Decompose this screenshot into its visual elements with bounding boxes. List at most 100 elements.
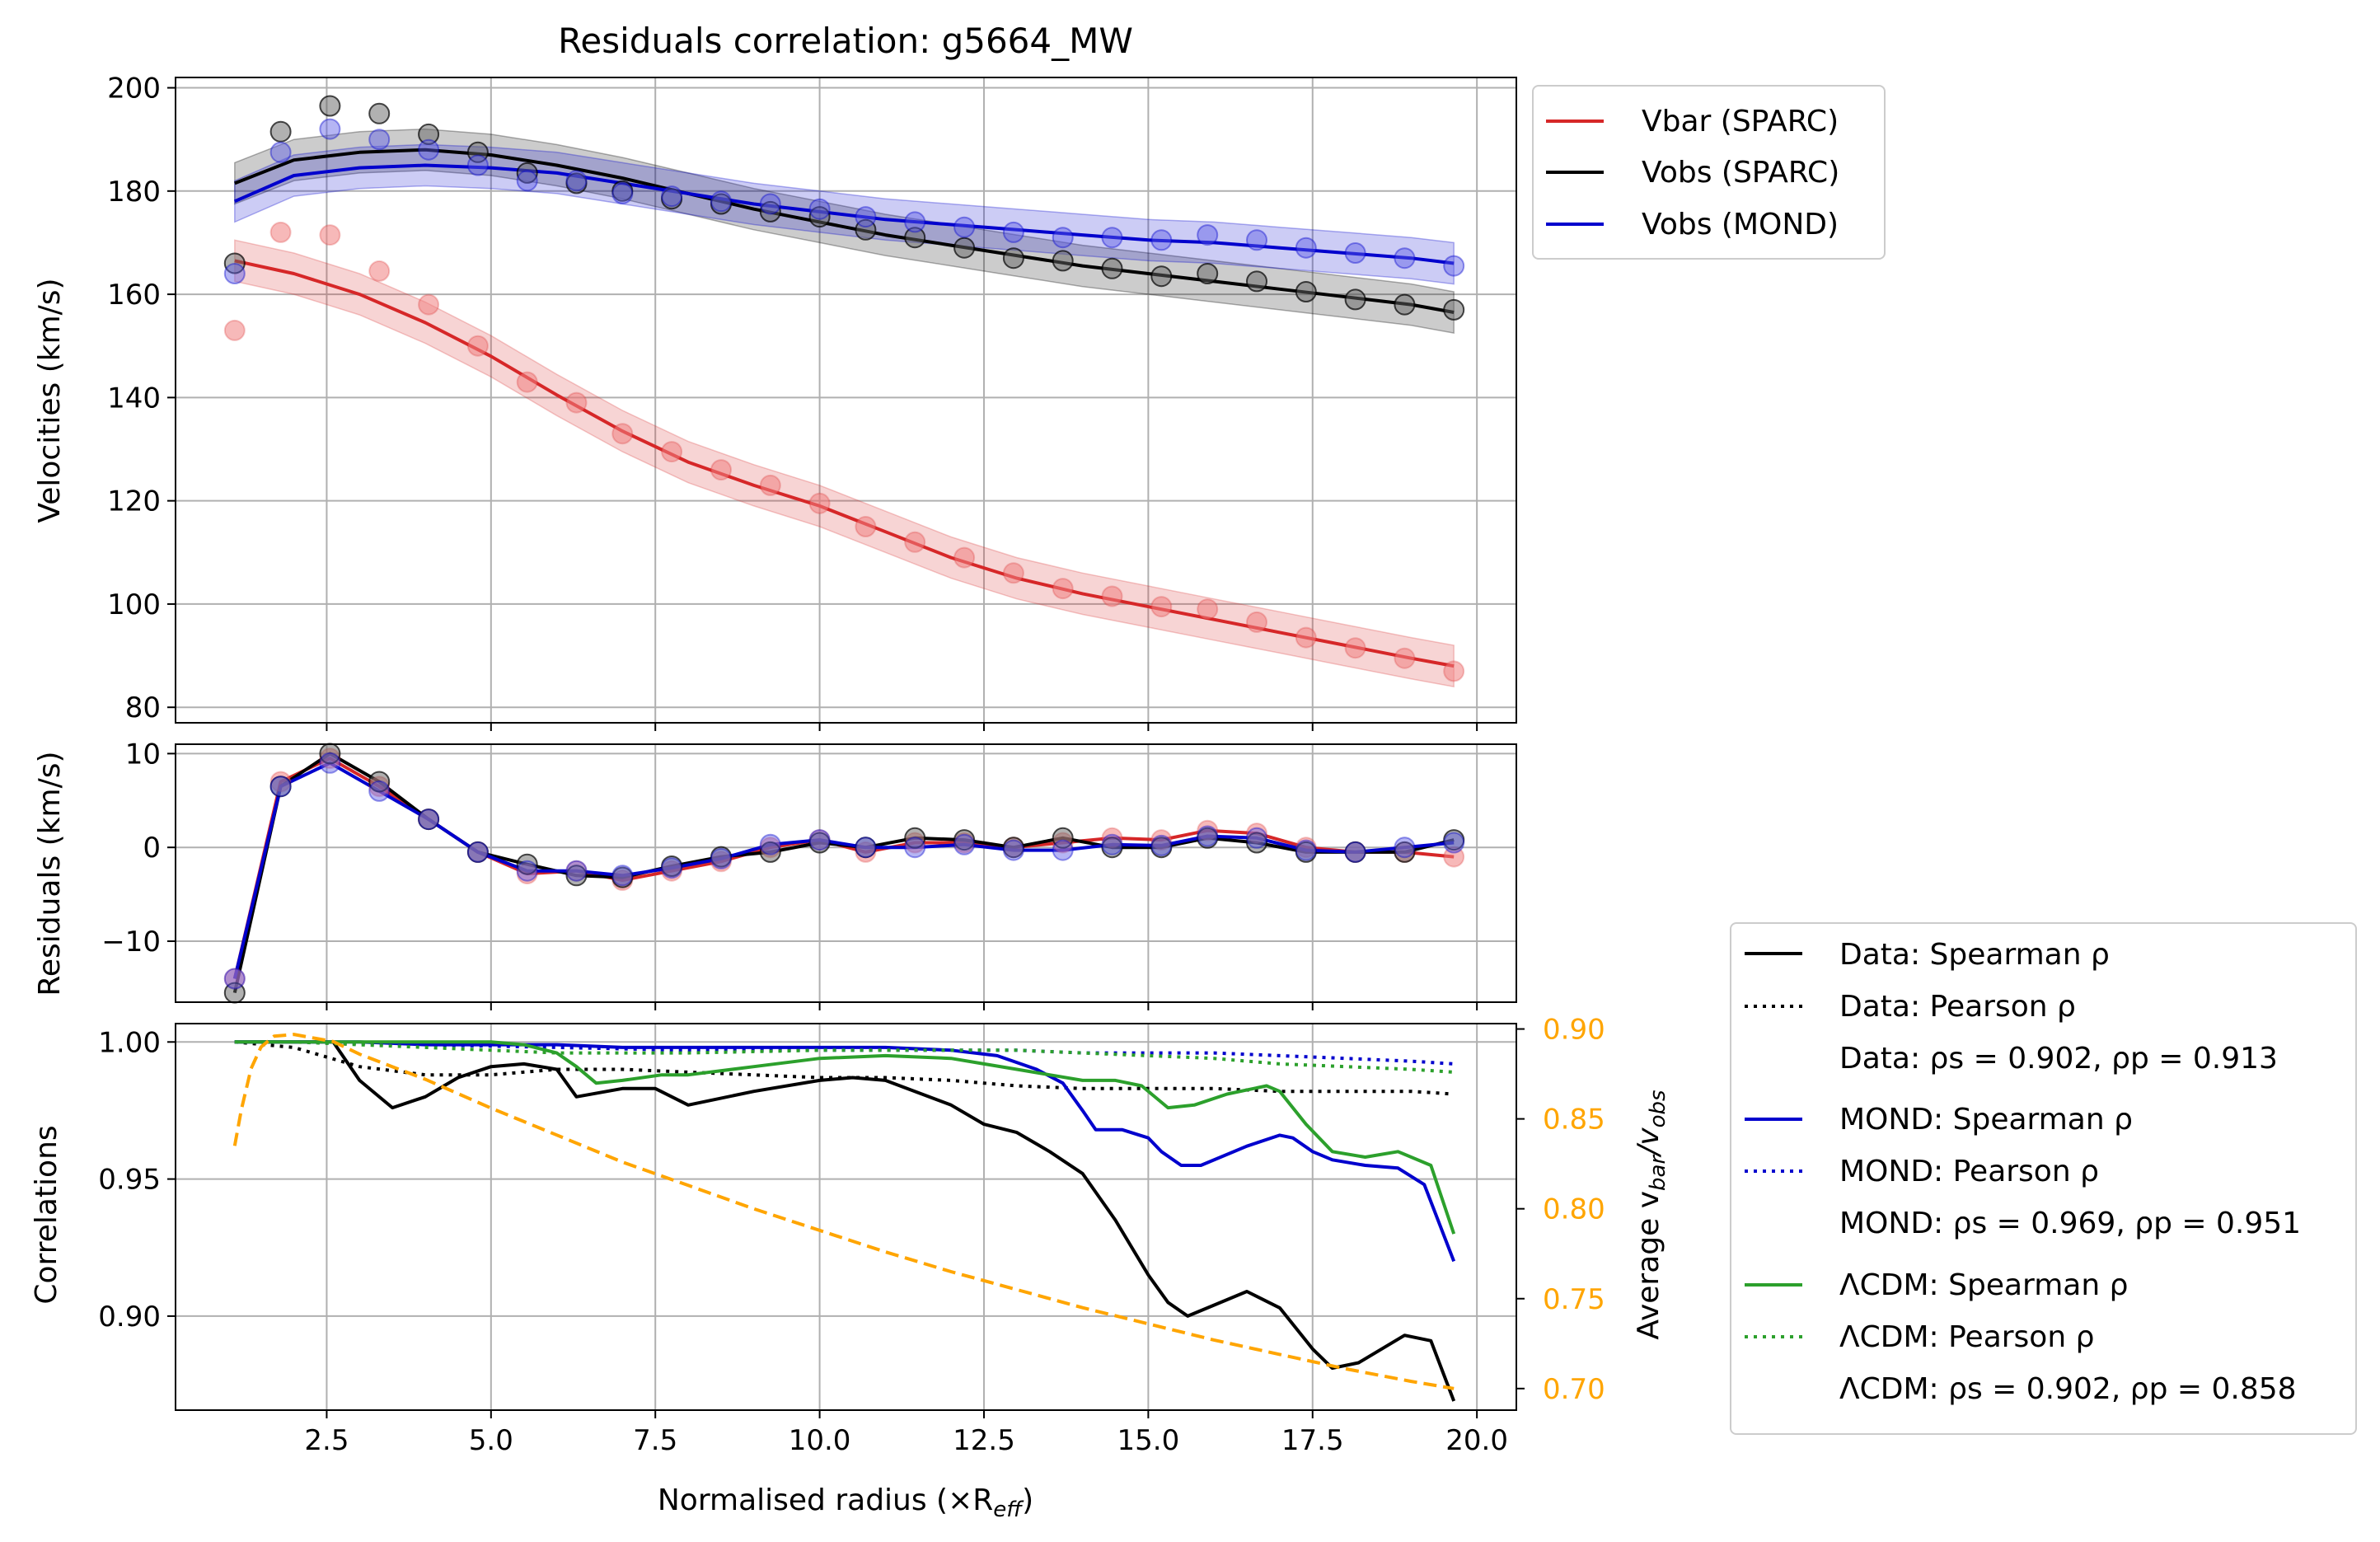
vobs-residual-point	[904, 827, 926, 849]
vobs-residual-point	[1443, 829, 1465, 851]
lcdm-pearson-line	[234, 1040, 1455, 1074]
mond-residual-point	[1197, 825, 1219, 847]
vobs-residual-point	[1002, 837, 1024, 859]
mond-residual-point	[611, 865, 634, 887]
vobs-data-point	[418, 123, 440, 145]
vobs-data-point	[368, 102, 391, 124]
vobs-residual-point	[1246, 832, 1267, 854]
correlations-panel: 0.90 0.95 1.00 0.70 0.75 0.80 0.85 0.90 2.5 5.0…	[30, 1014, 1670, 1522]
vbar-data-point	[855, 516, 877, 537]
correlations-y2tick-label-0: 0.70	[1543, 1373, 1605, 1406]
vobs-data-point	[1052, 250, 1074, 272]
vbar-data-point	[1101, 585, 1123, 607]
vobs-residual-point	[953, 829, 976, 851]
vobs-data-point	[953, 237, 976, 259]
mond-data-point	[759, 193, 781, 215]
mond-residual-point	[466, 841, 489, 863]
velocities-ytick-label-3: 140	[107, 382, 161, 415]
legend-label-data-spearman: Data: Spearman ρ	[1839, 938, 2110, 972]
legend-label-mond-spearman: MOND: Spearman ρ	[1839, 1103, 2133, 1137]
mond-data-point	[516, 170, 538, 192]
vobs-data-point	[1295, 281, 1317, 302]
vobs-data-point	[319, 95, 341, 117]
vobs-residual-point	[1394, 841, 1416, 863]
velocities-points	[223, 95, 1465, 682]
mond-data-point	[319, 118, 341, 140]
vobs-residual-point	[661, 855, 683, 877]
x-axis-label: Normalised radius (×Reff)	[658, 1483, 1033, 1522]
mond-data-point	[1002, 221, 1024, 243]
vobs-data-point	[904, 227, 926, 249]
mond-data-point	[1150, 229, 1173, 251]
vobs-residual-point	[1052, 827, 1074, 849]
correlations-y2tick-label-4: 0.90	[1543, 1014, 1605, 1047]
mond-data-point	[466, 154, 489, 176]
vobs-fit-line	[234, 148, 1455, 314]
vbar-data-point	[904, 531, 926, 553]
mond-residual-point	[953, 833, 976, 855]
chart-title: Residuals correlation: g5664_MW	[558, 21, 1133, 61]
vbar-data-point	[710, 459, 732, 481]
legend-label-mond-stats: MOND: ρs = 0.969, ρp = 0.951	[1839, 1207, 2301, 1240]
legend-label-mond: Vobs (MOND)	[1642, 208, 1839, 241]
vbar-data-point	[418, 293, 440, 316]
vobs-data-point	[1101, 257, 1123, 279]
mond-residual-point	[808, 829, 831, 851]
vbar-data-point	[1394, 647, 1416, 669]
average-ratio-y2-label: Average vbar/vobs	[1632, 1090, 1670, 1339]
residuals-points	[223, 743, 1465, 1004]
mond-data-point	[855, 206, 877, 228]
vobs-residual-point	[269, 776, 292, 798]
vbar-data-point	[1246, 611, 1267, 633]
vobs-data-point	[223, 252, 246, 274]
lcdm-spearman-line	[234, 1040, 1456, 1235]
mond-residual-point	[661, 857, 683, 879]
vobs-residual-point	[466, 841, 489, 863]
mond-data-point	[269, 141, 292, 163]
vobs-residual-point	[710, 846, 732, 868]
mond-residual-point	[1246, 827, 1267, 849]
velocities-y-ticks: 80 100 120 140 160 180 200	[107, 73, 176, 724]
mond-data-point	[565, 170, 588, 192]
vobs-data-point	[611, 180, 634, 202]
residuals-ytick-label-2: 10	[125, 738, 161, 771]
velocities-panel: 80 100 120 140 160 180 200 Velocities (km/s)	[33, 73, 1517, 731]
vobs-residual-point	[1197, 827, 1219, 849]
correlations-y2tick-label-1: 0.75	[1543, 1283, 1605, 1316]
x-tick-label-7-5: 7.5	[633, 1424, 677, 1457]
vobs-data-point	[466, 141, 489, 163]
vbar-data-point	[319, 224, 341, 246]
correlations-axes-frame	[175, 1023, 1517, 1411]
vobs-data-point	[269, 120, 292, 143]
correlations-ytick-label-0: 0.90	[98, 1301, 161, 1333]
vobs-data-point	[710, 193, 732, 215]
vobs-data-point	[1246, 270, 1267, 293]
vobs-data-point	[759, 200, 781, 223]
mond-data-point	[1394, 247, 1416, 269]
correlations-y2tick-label-2: 0.80	[1543, 1193, 1605, 1226]
vobs-residual-point	[1344, 841, 1366, 863]
velocities-legend-frame	[1532, 85, 1886, 260]
correlations-ytick-label-1: 0.95	[98, 1164, 161, 1197]
correlations-y-label: Correlations	[30, 1125, 63, 1304]
vbar-data-point	[565, 391, 588, 414]
correlations-legend: Data: Spearman ρ Data: Pearson ρ Data: ρ…	[1730, 922, 2357, 1435]
legend-label-data-stats: Data: ρs = 0.902, ρp = 0.913	[1839, 1042, 2278, 1076]
vbar-data-point	[516, 371, 538, 393]
x-tick-label-5-0: 5.0	[469, 1424, 513, 1457]
correlations-grid	[176, 1024, 1516, 1410]
velocities-ytick-label-4: 160	[107, 279, 161, 312]
vobs-data-point	[516, 162, 538, 184]
correlations-legend-frame	[1730, 922, 2357, 1435]
mond-data-point	[661, 185, 683, 208]
vobs-data-point	[1394, 293, 1416, 316]
vbar-data-point	[1002, 562, 1024, 584]
vobs-data-point	[565, 172, 588, 195]
mond-data-point	[953, 216, 976, 238]
vobs-residual-point	[516, 853, 538, 875]
vobs-residual-point	[855, 837, 877, 859]
vbar-data-point	[759, 474, 781, 496]
vobs-data-point	[1197, 263, 1219, 284]
vobs-residual-point	[759, 841, 781, 863]
